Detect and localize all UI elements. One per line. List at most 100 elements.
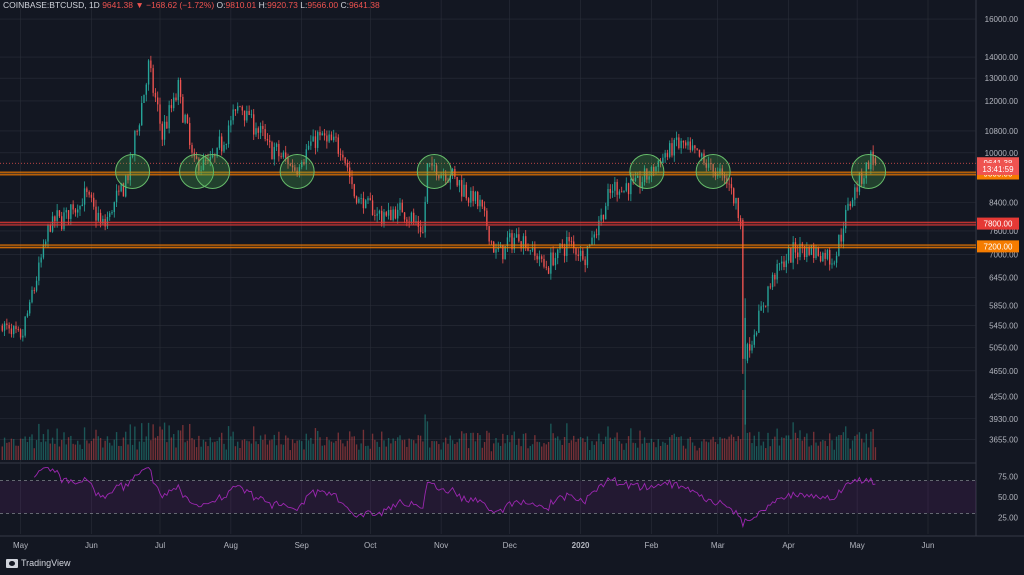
volume-bar — [607, 426, 609, 460]
candle-body — [255, 128, 257, 135]
level-price-tag-bg — [977, 217, 1019, 230]
volume-bar — [147, 422, 150, 460]
volume-bar — [781, 437, 783, 460]
candle-body — [493, 241, 495, 253]
candle-body — [342, 154, 344, 158]
volume-bar — [865, 433, 867, 460]
volume-bar — [559, 440, 561, 460]
volume-bar — [143, 441, 145, 460]
volume-bar — [17, 445, 19, 460]
annotation-circle[interactable] — [279, 154, 315, 190]
candle-body — [63, 212, 65, 230]
candle-body — [264, 129, 266, 140]
candle-body — [733, 188, 735, 204]
volume-bar — [458, 438, 461, 460]
volume-bar — [739, 439, 742, 460]
branding[interactable]: TradingView — [6, 558, 71, 568]
volume-bar — [506, 435, 509, 460]
candle-body — [365, 200, 367, 209]
volume-bar — [65, 444, 67, 460]
volume-bar — [627, 436, 630, 460]
volume-bar — [694, 445, 696, 460]
annotation-circle[interactable] — [695, 154, 731, 190]
candle-body — [863, 178, 865, 184]
symbol-header: COINBASE:BTCUSD, 1D 9641.38 ▼ −168.62 (−… — [3, 0, 380, 11]
annotation-circle[interactable] — [115, 154, 151, 190]
volume-bar — [243, 439, 246, 460]
candle-body — [595, 234, 598, 236]
y-tick-label: 5850.00 — [989, 301, 1018, 310]
candle-body — [358, 198, 360, 203]
volume-bar — [646, 442, 648, 460]
countdown-tag: 13:41:59 — [982, 165, 1014, 174]
candle-body — [166, 121, 168, 129]
candle-body — [758, 310, 760, 333]
annotation-circle[interactable] — [179, 154, 215, 190]
countdown-tag-bg — [977, 162, 1019, 175]
candle-body — [538, 256, 541, 260]
candle-body — [522, 236, 525, 249]
candle-body — [195, 156, 198, 159]
volume-bar — [170, 437, 173, 460]
candle-body — [99, 212, 102, 224]
annotation-circle[interactable] — [851, 154, 887, 190]
candle-body — [842, 228, 845, 242]
candle-body — [147, 60, 150, 85]
volume-bar — [730, 434, 733, 460]
candle-body — [29, 302, 31, 314]
y-tick-label: 4650.00 — [989, 367, 1018, 376]
candle-body — [703, 153, 705, 164]
annotation-circle[interactable] — [629, 154, 665, 190]
volume-bar — [1, 446, 3, 460]
candle-body — [689, 141, 691, 150]
candle-body — [122, 183, 125, 197]
volume-bar — [520, 446, 522, 460]
volume-bar — [182, 425, 184, 460]
x-tick-label: Mar — [711, 541, 725, 550]
candle-body — [369, 198, 371, 201]
candle-body — [397, 209, 399, 219]
candle-body — [47, 224, 49, 242]
candle-body — [371, 200, 374, 216]
volume-bar — [127, 444, 129, 460]
candle-body — [586, 246, 589, 266]
volume-bar — [287, 437, 289, 460]
volume-bar — [19, 438, 22, 460]
volume-bar — [563, 436, 566, 460]
candle-body — [13, 326, 15, 335]
volume-bar — [408, 438, 410, 460]
annotation-circle[interactable] — [195, 154, 231, 190]
volume-bar — [214, 441, 216, 460]
candle-body — [351, 177, 353, 185]
volume-bar — [51, 437, 54, 460]
x-tick-label: May — [850, 541, 865, 550]
volume-bar — [705, 441, 707, 460]
annotation-circle[interactable] — [416, 154, 452, 190]
candle-body — [666, 153, 669, 157]
volume-bar — [376, 441, 378, 460]
candle-body — [563, 246, 566, 256]
volume-bar — [337, 432, 339, 460]
candle-body — [817, 247, 819, 256]
candle-body — [413, 212, 415, 223]
candle-body — [333, 136, 335, 141]
volume-bar — [415, 443, 417, 460]
volume-bar — [760, 445, 762, 460]
volume-bar — [239, 447, 241, 460]
candle-body — [483, 206, 486, 211]
candle-body — [253, 114, 255, 135]
volume-bar — [648, 442, 650, 460]
candle-body — [1, 325, 3, 331]
volume-bar — [733, 436, 735, 460]
volume-bar — [74, 444, 77, 460]
level-price-tag: 7200.00 — [984, 242, 1013, 251]
candle-body — [710, 162, 712, 165]
volume-bar — [367, 445, 369, 460]
volume-bar — [687, 438, 689, 460]
candle-body — [593, 234, 595, 238]
volume-bar — [79, 444, 81, 460]
candle-body — [241, 106, 243, 111]
candle-body — [605, 206, 607, 220]
volume-bar — [566, 423, 568, 460]
